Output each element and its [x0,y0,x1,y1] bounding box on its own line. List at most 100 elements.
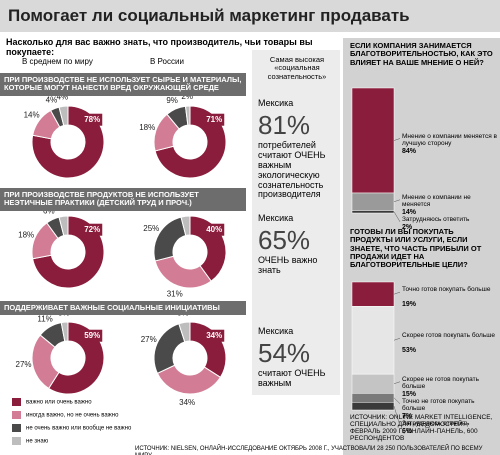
data-label: 71% [206,115,222,124]
segment-value: 84% [402,147,417,155]
stacked-segment [351,373,395,394]
country: Мексика [258,98,294,108]
question: Насколько для вас важно знать, что произ… [6,37,313,57]
panel-question: ЕСЛИ КОМПАНИЯ ЗАНИМАЕТСЯ БЛАГОТВОРИТЕЛЬН… [350,41,493,67]
country: Мексика [258,213,294,223]
data-label: 31% [167,289,183,298]
donut-segment [58,105,69,127]
leader [393,199,401,202]
section-heading: ПРИ ПРОИЗВОДСТВЕ НЕ ИСПОЛЬЗУЕТ СЫРЬЕ И М… [0,73,246,96]
donut-segment [180,215,191,237]
leader [393,406,401,426]
stacked-segment [351,87,395,194]
legend-label: не очень важно или вообще не важно [26,426,132,432]
legend-swatch [12,398,21,406]
segment-label: Мнение о компании меняется в лучшую стор… [402,132,497,147]
legend-swatch [12,424,21,432]
segment-label: Затрудняюсь ответить [402,215,470,223]
segment-label: Точно готов покупать больше [402,286,491,294]
legend-swatch [12,437,21,445]
stacked-segment [351,210,395,214]
segment-value: 6% [402,427,413,435]
leader [393,211,401,222]
highlight: 81% [258,110,311,140]
column-header: В России [150,57,184,66]
segment-value: 14% [402,208,417,216]
column-header: В среднем по миру [22,57,93,66]
label-box [82,223,103,236]
data-label: 4% [46,95,58,104]
label-box [82,329,103,342]
data-label: 27% [16,360,32,369]
segment-value: 2% [402,223,413,231]
segment-value: 7% [402,412,413,420]
leader [393,338,401,341]
stacked-segment [351,281,395,307]
stacked-segment [351,402,395,411]
legend-label: не знаю [26,439,49,445]
data-label: 4% [57,92,69,101]
highlight-note: потребителей считают ОЧЕНЬ важным эколог… [258,140,326,200]
label-box [82,113,103,126]
legend-swatch [12,411,21,419]
data-label: 11% [37,314,52,323]
label-box [204,329,225,342]
label-box [204,223,225,236]
donut-segment [153,323,186,374]
leader [393,381,401,384]
leader [393,397,401,404]
side-column [252,50,340,395]
section-heading: ПРИ ПРОИЗВОДСТВЕ ПРОДУКТОВ НЕ ИСПОЛЬЗУЕТ… [0,188,246,211]
segment-value: 53% [402,347,417,355]
segment-label: Точно не готов покупать больше [402,397,475,412]
data-label: 78% [84,115,100,124]
highlight-note: считают ОЧЕНЬ важным [258,368,326,388]
donut-segment [178,321,191,343]
data-label: 34% [206,331,222,340]
segment-label: Скорее не готов покупать больше [402,375,480,390]
highlight: 65% [258,225,311,255]
panel-question: ГОТОВЫ ЛИ ВЫ ПОКУПАТЬ ПРОДУКТЫ ИЛИ УСЛУГ… [350,227,482,269]
data-label: 18% [139,123,155,132]
data-label: 34% [179,398,195,407]
donut-segment [156,364,222,395]
country: Мексика [258,326,294,336]
data-label: 27% [141,335,157,344]
segment-label: Мнение о компании не меняется [402,193,471,208]
data-label: 18% [18,231,34,240]
segment-value: 19% [402,301,417,309]
data-label: 9% [166,96,178,105]
column-header: Самая высокая «социальная сознательность… [267,55,327,81]
donut-segment [154,255,212,289]
donut-segment [60,321,69,342]
data-label: 14% [24,111,40,120]
segment-label: Скорее готов покупать больше [402,332,496,340]
legend-label: важно или очень важно [26,400,92,406]
donut-segment [184,105,191,126]
data-label: 6% [43,206,55,215]
highlight: 54% [258,338,311,368]
title: Помогает ли социальный маркетинг продава… [8,6,410,25]
data-label: 59% [84,331,100,340]
leader [393,138,401,141]
source: ИСТОЧНИК: ONLINE MARKET INTELLIGENCE, СП… [350,414,493,443]
data-label: 2% [181,92,193,101]
highlight-note: ОЧЕНЬ важно знать [258,255,318,275]
stacked-segment [351,306,395,375]
legend-label: иногда важно, но не очень важно [26,413,119,419]
data-label: 25% [143,224,159,233]
title-bar [0,0,500,32]
source: ИСТОЧНИК: NIELSEN, ОНЛАЙН-ИССЛЕДОВАНИЕ О… [135,446,483,455]
segment-value: 15% [402,390,417,398]
data-label: 72% [84,225,100,234]
segment-label: Затрудняюсь ответить [402,419,470,427]
data-label: 40% [206,225,222,234]
section-heading: ПОДДЕРЖИВАЕТ ВАЖНЫЕ СОЦИАЛЬНЫЕ ИНИЦИАТИВ… [0,301,246,316]
donut-segment [58,215,69,237]
stacked-segment [351,192,395,211]
stacked-segment [351,393,395,403]
label-box [204,113,225,126]
leader [393,291,401,295]
